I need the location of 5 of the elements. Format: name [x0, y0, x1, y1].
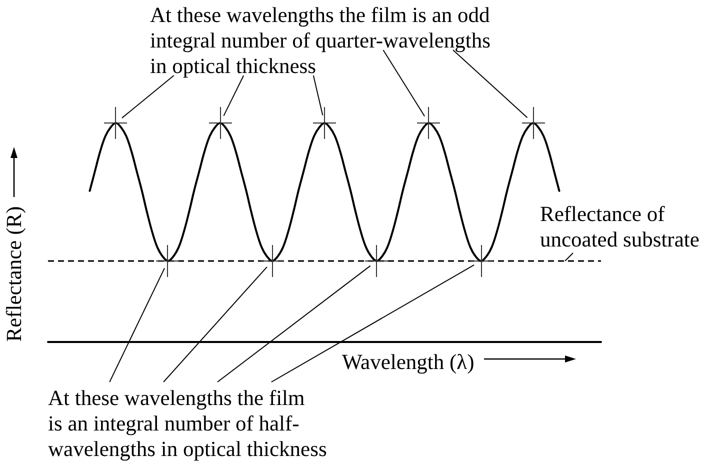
text: At these wavelengths the film is an integral number of half- wavelengths in optical thickness: [48, 386, 327, 461]
ref-line-label: Reflectance of uncoated substrate: [540, 202, 700, 252]
text: At these wavelengths the film is an odd integral number of quarter-wavelengths in optical thickness: [150, 2, 490, 78]
x-axis-title: Wavelength (λ): [342, 350, 474, 374]
y-axis-title: Reflectance (R): [2, 206, 26, 342]
